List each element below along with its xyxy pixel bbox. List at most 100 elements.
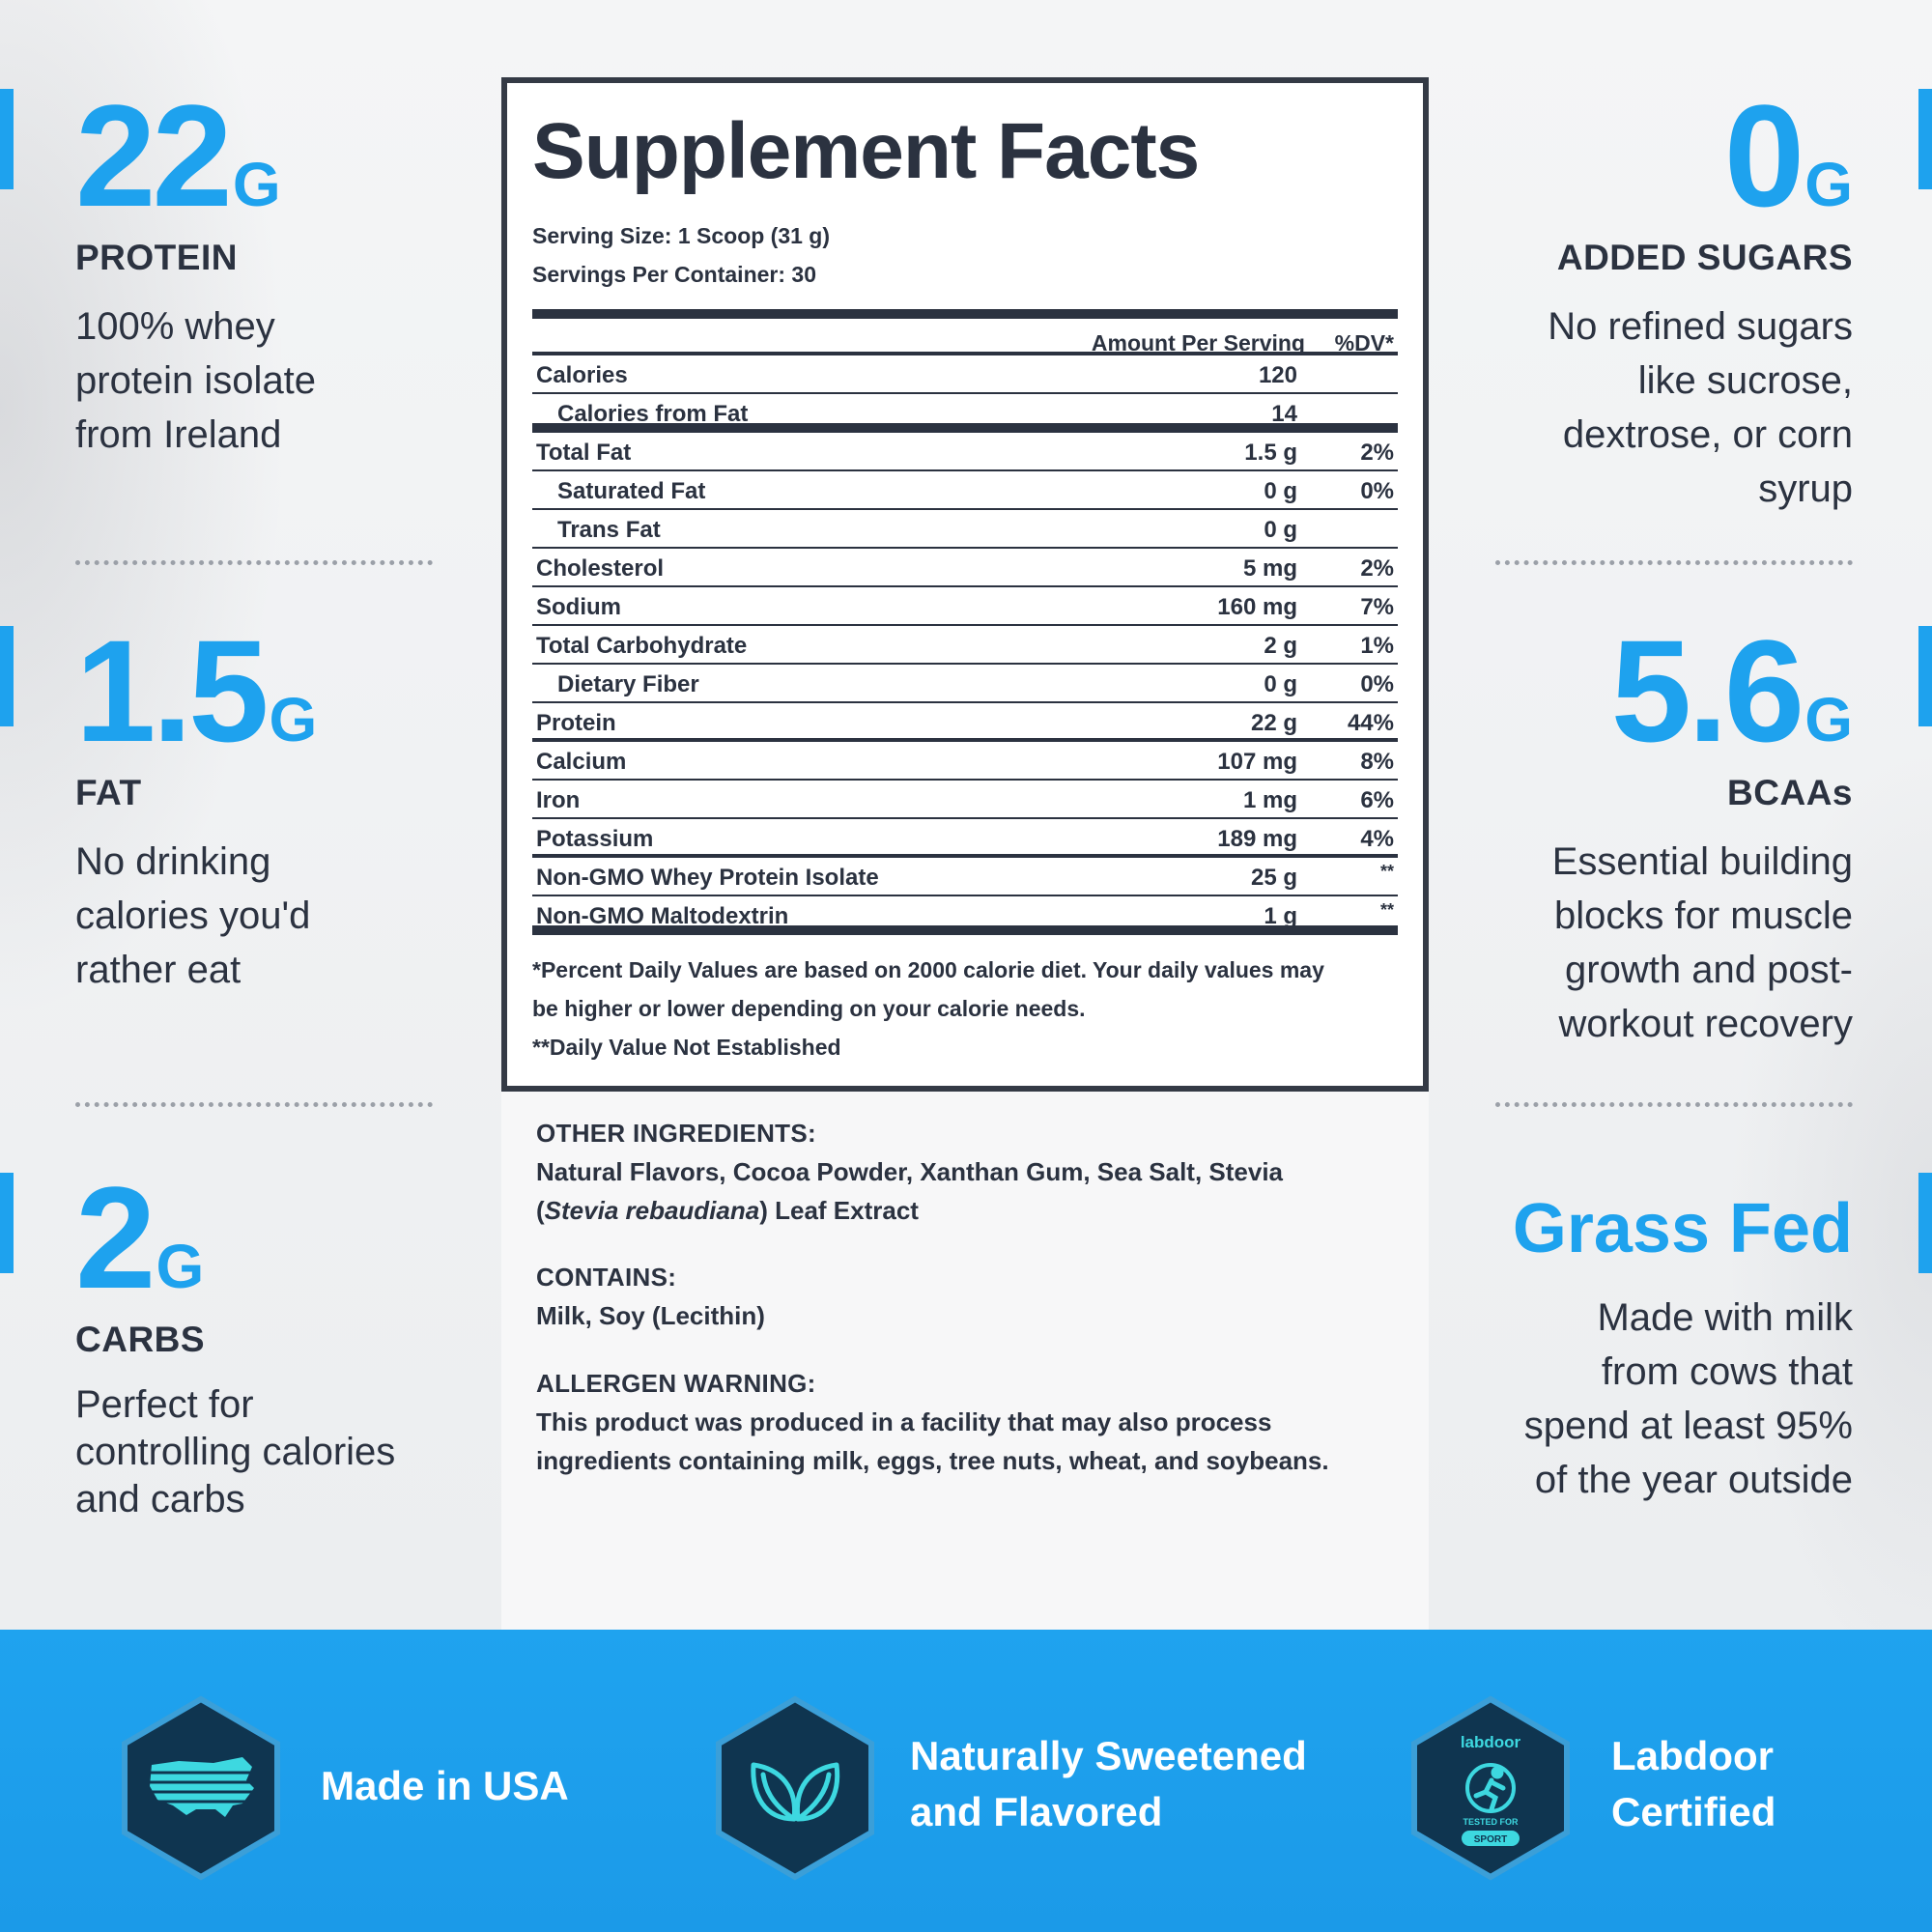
facts-row: Cholesterol 5 mg 2% <box>532 549 1398 587</box>
facts-row: Sodium 160 mg 7% <box>532 587 1398 626</box>
allergen-warning: ALLERGEN WARNING: This product was produ… <box>536 1369 1406 1480</box>
nutrient-dv: ** <box>1379 900 1394 920</box>
accent-bar <box>1918 626 1932 726</box>
labdoor-badge-tested: TESTED FOR <box>1463 1817 1519 1827</box>
facts-row: Total Fat 1.5 g 2% <box>532 433 1398 471</box>
nutrient-name: Dietary Fiber <box>557 671 699 697</box>
nutrient-name: Cholesterol <box>536 555 665 582</box>
nutrient-amount: 1.5 g <box>1244 440 1297 466</box>
other-ingredients-text: Natural Flavors, Cocoa Powder, Xanthan G… <box>536 1152 1406 1230</box>
nutrient-amount: 160 mg <box>1217 594 1297 620</box>
badge-naturally-sweetened: Naturally Sweetened and Flavored <box>910 1728 1307 1840</box>
desc-line: Perfect for <box>75 1383 254 1426</box>
nutrient-dv: 0% <box>1360 671 1394 697</box>
nutrient-amount: 120 <box>1258 362 1297 388</box>
allergen-text: This product was produced in a facility … <box>536 1403 1406 1480</box>
stat-number: 1.5 <box>75 610 270 772</box>
facts-title: Supplement Facts <box>532 107 1200 195</box>
nutrient-amount: 0 g <box>1264 517 1297 543</box>
nutrient-dv: 2% <box>1360 440 1394 466</box>
nutrient-name: Total Fat <box>536 440 632 466</box>
desc-line: dextrose, or corn <box>1562 413 1853 456</box>
dotted-divider <box>75 1102 433 1107</box>
facts-row: Total Carbohydrate 2 g 1% <box>532 626 1398 665</box>
stat-unit: G <box>1804 150 1853 219</box>
footnote: *Percent Daily Values are based on 2000 … <box>532 957 1324 982</box>
allergen-line: This product was produced in a facility … <box>536 1407 1272 1436</box>
desc-line: Made with milk <box>1597 1296 1853 1339</box>
desc-line: of the year outside <box>1534 1459 1853 1501</box>
desc-line: workout recovery <box>1558 1003 1853 1045</box>
feature-band <box>0 1630 1932 1932</box>
footnote: **Daily Value Not Established <box>532 1035 841 1060</box>
paren: ( <box>536 1196 545 1225</box>
ingredients-panel <box>501 1090 1429 1631</box>
stat-number: 5.6 <box>1610 610 1805 772</box>
contains: CONTAINS: Milk, Soy (Lecithin) <box>536 1263 1406 1335</box>
nutrient-dv: 2% <box>1360 555 1394 582</box>
serving-size: Serving Size: 1 Scoop (31 g) <box>532 223 831 248</box>
usa-flag-map-icon <box>122 1695 280 1881</box>
stat-unit: G <box>269 685 318 754</box>
stat-value: 5.6G <box>1428 618 1853 763</box>
stat-carbs: 2G CARBS Perfect for controlling calorie… <box>75 1165 500 1523</box>
ingredients-tail: ) Leaf Extract <box>759 1196 919 1225</box>
ingredients-line: Natural Flavors, Cocoa Powder, Xanthan G… <box>536 1157 1284 1186</box>
stat-added-sugars: 0G ADDED SUGARS No refined sugars like s… <box>1428 83 1853 516</box>
stat-value: 0G <box>1428 83 1853 228</box>
supplement-facts-label: Supplement Facts Serving Size: 1 Scoop (… <box>501 77 1429 1092</box>
dotted-divider <box>75 560 433 565</box>
header-dv: %DV* <box>1334 330 1394 355</box>
accent-bar <box>1918 89 1932 189</box>
nutrient-name: Saturated Fat <box>557 478 706 504</box>
nutrient-dv: 1% <box>1360 633 1394 659</box>
stat-number: 0 <box>1723 74 1804 237</box>
nutrient-name: Sodium <box>536 594 621 620</box>
badge-line: Labdoor <box>1611 1733 1774 1778</box>
thick-rule <box>532 309 1398 319</box>
stat-number: 2 <box>75 1156 156 1319</box>
desc-line: growth and post- <box>1565 949 1853 991</box>
footnote: be higher or lower depending on your cal… <box>532 996 1086 1021</box>
desc-line: from Ireland <box>75 413 282 456</box>
stat-value: 1.5G <box>75 618 500 763</box>
dotted-divider <box>1495 1102 1853 1107</box>
desc-line: calories you'd <box>75 895 311 937</box>
nutrient-name: Non-GMO Maltodextrin <box>536 903 789 929</box>
badge-labdoor-certified: Labdoor Certified <box>1611 1728 1776 1840</box>
allergen-heading: ALLERGEN WARNING: <box>536 1369 816 1398</box>
badge-made-in-usa: Made in USA <box>321 1763 569 1808</box>
nutrient-name: Calcium <box>536 749 627 775</box>
desc-line: controlling calories <box>75 1431 396 1473</box>
stat-protein: 22G PROTEIN 100% whey protein isolate fr… <box>75 83 500 462</box>
stat-unit: G <box>156 1232 205 1301</box>
desc-line: from cows that <box>1601 1350 1853 1393</box>
facts-row: Protein 22 g 44% <box>532 703 1398 742</box>
facts-footnotes: *Percent Daily Values are based on 2000 … <box>532 951 1398 1066</box>
labdoor-badge-sport: SPORT <box>1474 1834 1507 1845</box>
facts-row: Calories from Fat 14 <box>532 394 1398 433</box>
facts-row: Calories 120 <box>532 355 1398 394</box>
header-amount: Amount Per Serving <box>1091 330 1305 355</box>
facts-row: Trans Fat 0 g <box>532 510 1398 549</box>
stat-label: PROTEIN <box>75 238 238 277</box>
nutrient-name: Non-GMO Whey Protein Isolate <box>536 865 879 891</box>
stat-label: FAT <box>75 773 142 812</box>
desc-line: rather eat <box>75 949 242 991</box>
desc-line: and carbs <box>75 1478 245 1520</box>
contains-text: Milk, Soy (Lecithin) <box>536 1301 765 1330</box>
allergen-line: ingredients containing milk, eggs, tree … <box>536 1446 1329 1475</box>
dotted-divider <box>1495 560 1853 565</box>
stat-label: BCAAs <box>1727 773 1853 812</box>
ingredients-line: (Stevia rebaudiana) Leaf Extract <box>536 1191 1406 1230</box>
nutrient-dv: 0% <box>1360 478 1394 504</box>
botanical-name: Stevia rebaudiana <box>544 1196 760 1225</box>
badge-line: and Flavored <box>910 1789 1163 1834</box>
desc-line: 100% whey <box>75 305 275 348</box>
other-ingredients-heading: OTHER INGREDIENTS: <box>536 1119 816 1148</box>
stat-grass-fed: Grass Fed Made with milk from cows that … <box>1428 1194 1853 1507</box>
stat-number: 22 <box>75 74 233 237</box>
nutrient-name: Protein <box>536 710 616 736</box>
nutrient-name: Trans Fat <box>557 517 661 543</box>
servings-per-container: Servings Per Container: 30 <box>532 262 816 287</box>
